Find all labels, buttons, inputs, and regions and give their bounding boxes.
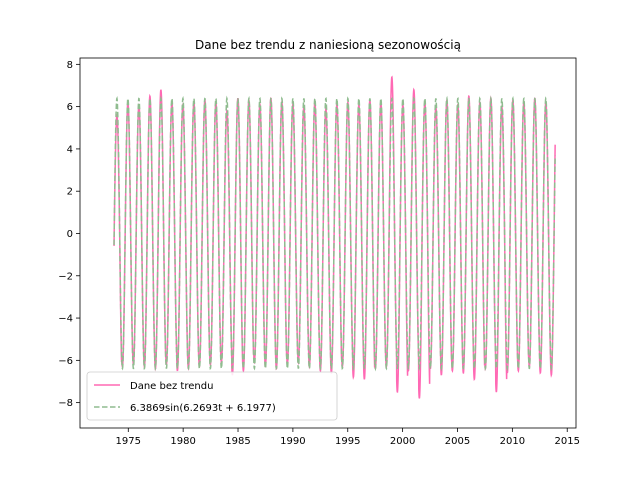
legend-box	[86, 371, 338, 421]
x-tick-label: 1980	[170, 436, 195, 447]
legend-label-seasonal-fit: 6.3869sin(6.2693t + 6.1977)	[130, 403, 276, 414]
y-tick-label: 4	[67, 144, 73, 155]
x-tick-label: 2010	[500, 436, 525, 447]
y-tick-label: 8	[67, 60, 73, 71]
series-layer	[113, 75, 556, 399]
y-tick-label: −6	[58, 356, 73, 367]
y-tick-label: −8	[58, 398, 73, 409]
y-axis: −8 −6 −4 −2 0 2 4 6 8	[58, 60, 80, 409]
x-tick-label: 2005	[445, 436, 470, 447]
chart-title: Dane bez trendu z naniesioną sezonowości…	[195, 38, 461, 52]
y-tick-label: 2	[67, 187, 73, 198]
x-tick-label: 2015	[554, 436, 579, 447]
x-tick-label: 2000	[390, 436, 415, 447]
plot-frame	[79, 57, 577, 429]
x-axis: 1975 1980 1985 1990 1995 2000 2005 2010 2015	[116, 428, 580, 447]
x-tick-label: 1995	[335, 436, 360, 447]
x-tick-label: 1985	[225, 436, 250, 447]
y-tick-label: −2	[58, 271, 73, 282]
y-tick-label: −4	[58, 314, 73, 325]
x-tick-label: 1990	[280, 436, 305, 447]
y-tick-label: 6	[67, 102, 73, 113]
x-tick-label: 1975	[116, 436, 141, 447]
series-line-seasonal-fit	[113, 95, 556, 372]
legend: Dane bez trendu 6.3869sin(6.2693t + 6.19…	[86, 371, 338, 421]
legend-label-detrended: Dane bez trendu	[130, 381, 213, 392]
y-tick-label: 0	[67, 229, 73, 240]
